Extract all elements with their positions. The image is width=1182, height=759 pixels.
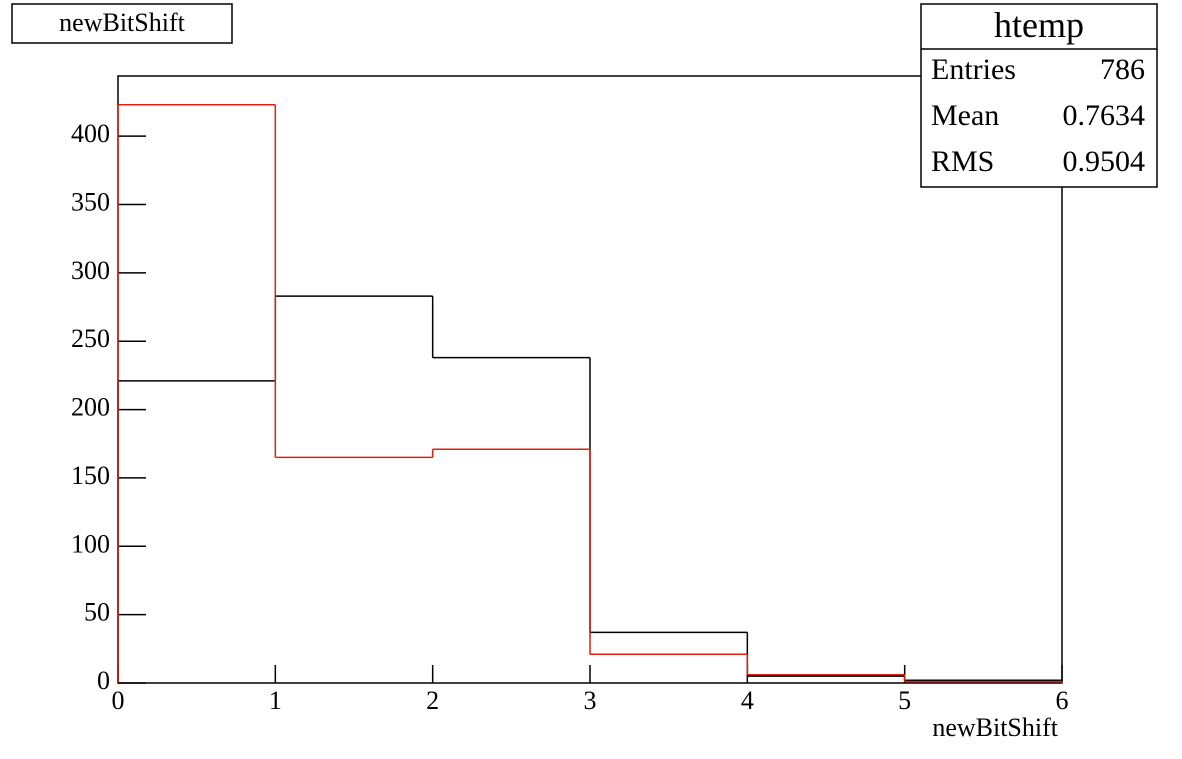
stats-label: Entries — [931, 53, 1016, 86]
x-tick-label: 1 — [269, 686, 282, 715]
y-tick-label: 0 — [97, 666, 110, 695]
x-axis-label: newBitShift — [932, 713, 1058, 742]
stats-box — [920, 3, 1158, 188]
y-tick-label: 150 — [71, 461, 110, 490]
x-tick-label: 3 — [584, 686, 597, 715]
x-tick-label: 6 — [1056, 686, 1069, 715]
y-tick-label: 100 — [71, 529, 110, 558]
stats-value: 0.7634 — [1063, 99, 1146, 132]
stats-title: htemp — [994, 5, 1084, 45]
stats-value: 786 — [1100, 53, 1145, 86]
y-tick-label: 200 — [71, 393, 110, 422]
x-tick-label: 5 — [898, 686, 911, 715]
x-tick-label: 4 — [741, 686, 754, 715]
chart-title: newBitShift — [59, 8, 185, 37]
x-tick-label: 2 — [426, 686, 439, 715]
y-tick-label: 300 — [71, 256, 110, 285]
stats-value: 0.9504 — [1063, 145, 1146, 178]
title-box — [11, 3, 233, 44]
y-tick-label: 250 — [71, 324, 110, 353]
y-tick-label: 400 — [71, 119, 110, 148]
stats-label: Mean — [931, 99, 999, 132]
x-tick-label: 0 — [112, 686, 125, 715]
stats-label: RMS — [931, 145, 994, 178]
y-tick-label: 350 — [71, 187, 110, 216]
y-tick-label: 50 — [84, 598, 110, 627]
